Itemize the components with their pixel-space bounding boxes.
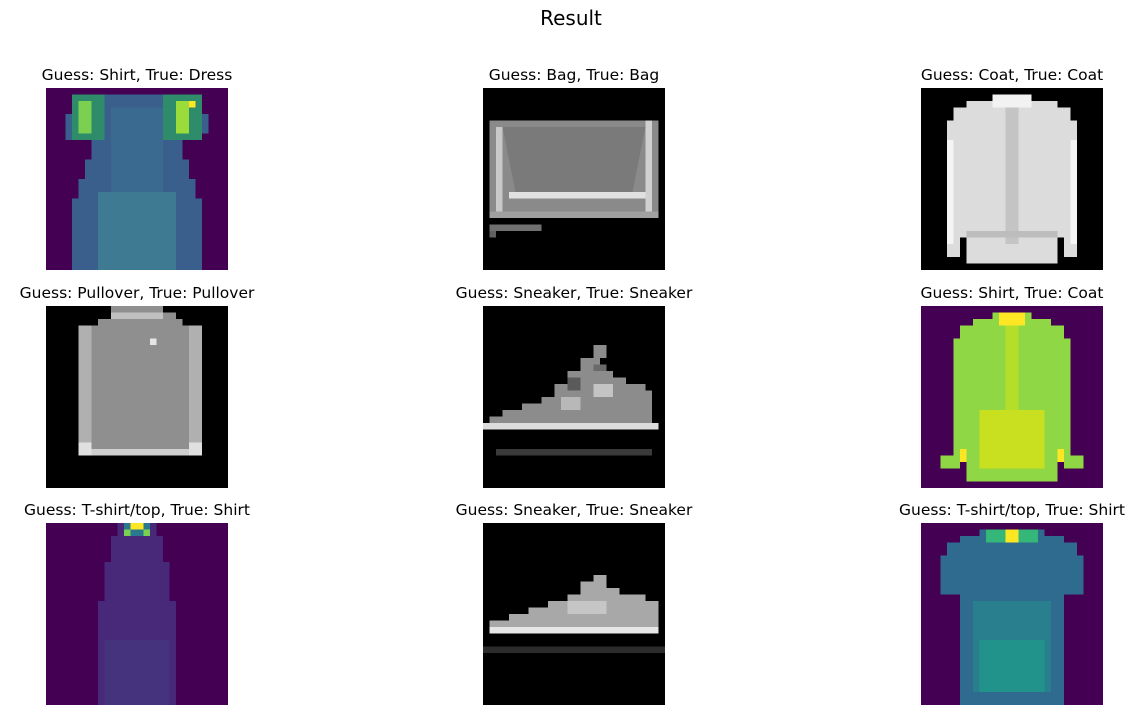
panel-title: Guess: Sneaker, True: Sneaker xyxy=(455,284,693,302)
panel-7: Guess: T-shirt/top, True: Shirt xyxy=(24,501,250,705)
panel-3: Guess: Coat, True: Coat xyxy=(921,66,1103,270)
panel-9: Guess: T-shirt/top, True: Shirt xyxy=(899,501,1125,705)
panel-6: Guess: Shirt, True: Coat xyxy=(921,284,1103,488)
bag-image xyxy=(483,88,665,270)
dress-image xyxy=(46,523,228,705)
panel-title: Guess: T-shirt/top, True: Shirt xyxy=(899,501,1125,519)
panel-title: Guess: Pullover, True: Pullover xyxy=(19,284,255,302)
panel-title: Guess: Shirt, True: Dress xyxy=(41,66,233,84)
panel-title: Guess: Sneaker, True: Sneaker xyxy=(455,501,693,519)
panel-title: Guess: Coat, True: Coat xyxy=(920,66,1104,84)
panel-title: Guess: T-shirt/top, True: Shirt xyxy=(24,501,250,519)
sneaker-image xyxy=(483,306,665,488)
coat-image xyxy=(921,88,1103,270)
figure-title: Result xyxy=(540,6,602,30)
pullover-image xyxy=(46,306,228,488)
panel-4: Guess: Pullover, True: Pullover xyxy=(20,284,254,488)
panel-1: Guess: Shirt, True: Dress xyxy=(42,66,232,270)
tshirt-image xyxy=(921,523,1103,705)
sneaker-image xyxy=(483,523,665,705)
dress-image xyxy=(46,88,228,270)
coat-image xyxy=(921,306,1103,488)
panel-8: Guess: Sneaker, True: Sneaker xyxy=(456,501,692,705)
panel-2: Guess: Bag, True: Bag xyxy=(483,66,665,270)
panel-title: Guess: Bag, True: Bag xyxy=(488,66,660,84)
panel-5: Guess: Sneaker, True: Sneaker xyxy=(456,284,692,488)
panel-title: Guess: Shirt, True: Coat xyxy=(920,284,1104,302)
